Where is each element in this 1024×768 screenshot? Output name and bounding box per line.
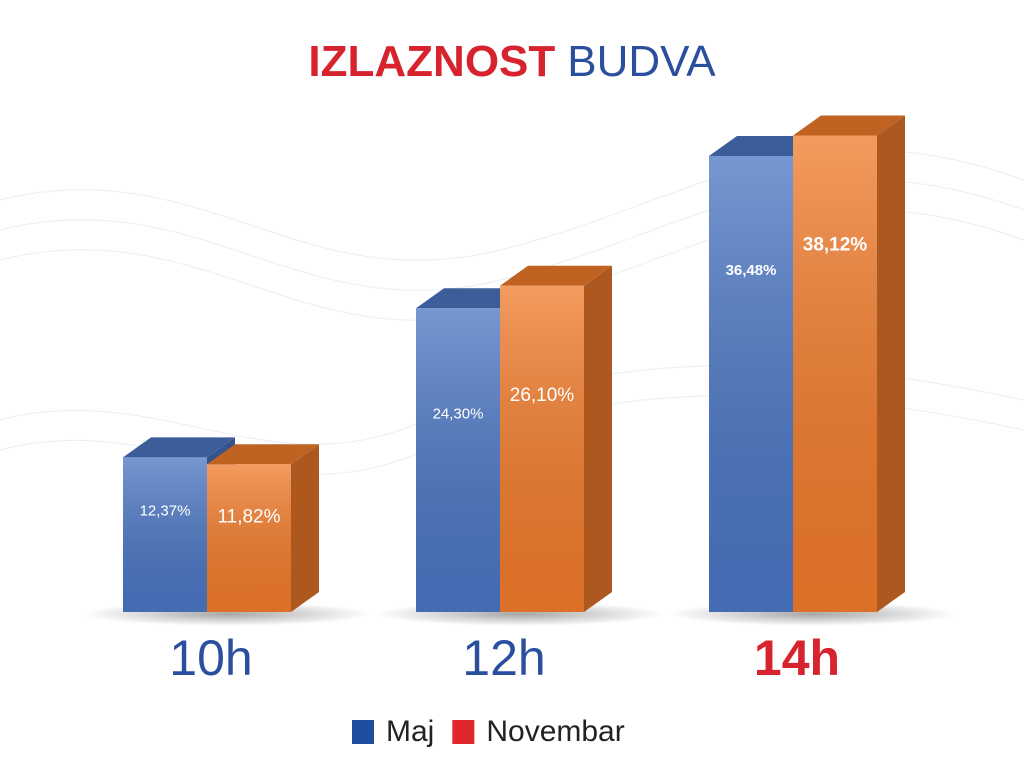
bar-top	[207, 444, 319, 465]
title-regular: BUDVA	[567, 37, 716, 86]
bar-shine	[416, 308, 500, 612]
chart-title: IZLAZNOST BUDVA	[308, 37, 716, 86]
legend-swatch	[452, 720, 475, 744]
legend: Maj Novembar	[352, 715, 625, 748]
legend-label: Novembar	[486, 715, 624, 748]
bar-shine	[793, 135, 877, 612]
bar-shine	[500, 285, 584, 612]
value-label: 36,48%	[726, 262, 777, 279]
category-label: 10h	[169, 630, 252, 686]
bar-shine	[709, 156, 793, 612]
value-label: 26,10%	[510, 385, 575, 406]
plot: 12,37% 11,82% 10h 24,30% 26,10% 12h 36,48% 38,1…	[83, 115, 957, 686]
value-label: 11,82%	[217, 506, 280, 527]
value-label: 24,30%	[433, 406, 484, 423]
legend-swatch	[352, 720, 374, 744]
bar-shine	[123, 457, 207, 612]
bar-side	[584, 265, 612, 612]
bar-top	[123, 437, 235, 458]
value-label: 12,37%	[140, 502, 191, 519]
value-label: 38,12%	[803, 235, 868, 256]
title-bold: IZLAZNOST	[308, 37, 555, 86]
bar-top	[793, 115, 905, 136]
bar-side	[291, 444, 319, 612]
bar-side	[877, 115, 905, 612]
bar-top	[500, 265, 612, 286]
category-label: 12h	[462, 630, 545, 686]
category-label: 14h	[754, 630, 840, 686]
legend-label: Maj	[386, 715, 434, 748]
bar-shine	[207, 464, 291, 612]
